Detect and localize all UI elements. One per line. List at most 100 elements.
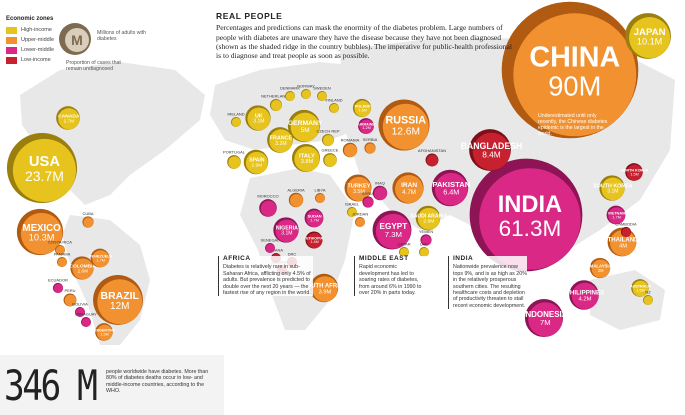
bubble-jordan: JORDAN <box>352 212 368 227</box>
bubble-fill <box>81 317 91 327</box>
intro-heading: REAL PEOPLE <box>216 11 283 21</box>
bubble-value-label: 8.4M <box>482 150 501 160</box>
bubble-fill <box>632 280 649 297</box>
bubble-country-label: ROMANIA <box>341 137 360 142</box>
bubble-fill <box>421 235 432 246</box>
bubble-country-label: BANGLADESH <box>461 141 523 151</box>
middle-east-text: Rapid economic development has led to so… <box>359 264 422 297</box>
bubble-country-label: LIBYA <box>314 188 325 193</box>
bubble-fill <box>601 177 625 201</box>
bubble-country-label: GERMANY <box>288 120 323 127</box>
legend-zone-low: Low-income <box>6 55 54 65</box>
bubble-fill <box>591 259 610 278</box>
bubble-country-label: JAPAN <box>634 27 666 38</box>
bubble-fill <box>359 119 374 134</box>
bubble-value-label: 3.1M <box>607 189 618 195</box>
bubble-value-label: 1.4M <box>310 240 318 244</box>
bubble-fill <box>96 324 113 341</box>
bubble-fill <box>426 154 439 167</box>
bubble-country-label: ECUADOR <box>48 277 68 282</box>
bubble-fill <box>629 17 671 59</box>
legend-zone-label: High-income <box>21 27 52 33</box>
legend-zone-label: Low-income <box>21 57 51 63</box>
bubble-value-label: 12M <box>110 301 129 312</box>
bubble-country-label: NZ <box>645 290 651 295</box>
bubble-morocco: MOROCCO <box>257 194 279 217</box>
bubble-country-label: MEXICO <box>23 223 62 234</box>
bubble-value-label: 90M <box>548 70 601 101</box>
bubble-country-label: FRANCE <box>270 135 293 141</box>
bubble-country-label: ARGENTINA <box>94 329 116 333</box>
bubble-value-label: 61.3M <box>499 216 562 241</box>
bubble-fill <box>610 230 636 256</box>
bubble-country-label: SUDAN <box>308 214 322 219</box>
bubble-fill <box>608 207 626 225</box>
bubble-value-label: 4M <box>619 243 627 249</box>
bubble-fill <box>72 258 94 280</box>
bubble-fill <box>329 103 339 113</box>
bubble-value-label: 2M <box>598 268 604 273</box>
bubble-country-label: EGYPT <box>380 222 408 231</box>
bubble-country-label: MALAYSIA <box>590 263 612 268</box>
bubble-country-label: CAMBODIA <box>615 221 637 226</box>
bubble-value-label: 5M <box>301 127 310 134</box>
bubble-nz: NZ <box>643 290 653 305</box>
bubble-country-label: IRAQ <box>375 180 385 185</box>
bubble-value-label: 1.7M <box>612 215 620 219</box>
bubble-fill <box>294 146 320 172</box>
bubble-value-label: 10.3M <box>29 233 55 243</box>
bubble-country-label: PAKISTAN <box>432 180 470 189</box>
bubble-fill <box>643 295 653 305</box>
bubble-country-label: CANADA <box>58 113 80 119</box>
bubble-country-label: YEMEN <box>419 229 433 234</box>
bubble-fill <box>395 175 424 204</box>
bubble-country-label: POLAND <box>355 105 371 109</box>
bubble-country-label: NORTH KOREA <box>621 169 649 173</box>
bubble-fill <box>324 154 337 167</box>
bubble-country-label: VIETNAM <box>608 211 626 216</box>
bubble-value-label: 1.7M <box>310 218 318 222</box>
bubble-fill <box>479 168 581 270</box>
bubble-romania: ROMANIA <box>341 137 360 158</box>
bubble-fill <box>228 156 241 169</box>
bubble-value-label: 1.7M <box>96 258 104 262</box>
bubble-country-label: GREECE <box>322 148 339 153</box>
bubble-country-label: NORWAY <box>297 84 315 89</box>
legend-bubble-icon: M <box>59 23 91 55</box>
bubble-country-label: PANAMA <box>54 252 71 257</box>
bubble-fill <box>434 172 468 206</box>
bubble-norway: NORWAY <box>297 84 315 99</box>
bubble-costa-rica: COSTA RICA <box>48 240 72 255</box>
bubble-country-label: BOLIVIA <box>72 302 88 307</box>
bubble-value-label: 2.9M <box>423 219 434 225</box>
bubble-value-label: 3.2M <box>275 141 286 147</box>
middle-east-box: MIDDLE EAST Rapid economic development h… <box>354 255 427 297</box>
bubble-fill <box>306 232 323 249</box>
india-text: Nationwide prevalence now tops 9%, and i… <box>453 264 527 309</box>
bubble-fill <box>363 197 374 208</box>
bubble-fill <box>472 132 511 171</box>
bubble-fill <box>399 247 409 257</box>
bubble-fill <box>382 103 429 150</box>
bubble-fill <box>20 212 63 255</box>
bubble-fill <box>58 108 80 130</box>
bubble-fill <box>290 194 303 207</box>
bubble-value-label: 4.7M <box>402 189 416 196</box>
africa-heading: AFRICA <box>223 255 251 262</box>
bubble-value-label: 3.5M <box>353 189 365 195</box>
bubble-country-label: NETHERLANDS <box>261 93 291 98</box>
india-heading: INDIA <box>453 255 474 262</box>
bubble-iraq: IRAQ <box>372 180 388 201</box>
bubble-netherlands: NETHERLANDS <box>261 93 291 112</box>
bubble-country-label: FINLAND <box>325 98 342 103</box>
legend-zone-lower: Lower-middle <box>6 45 54 55</box>
